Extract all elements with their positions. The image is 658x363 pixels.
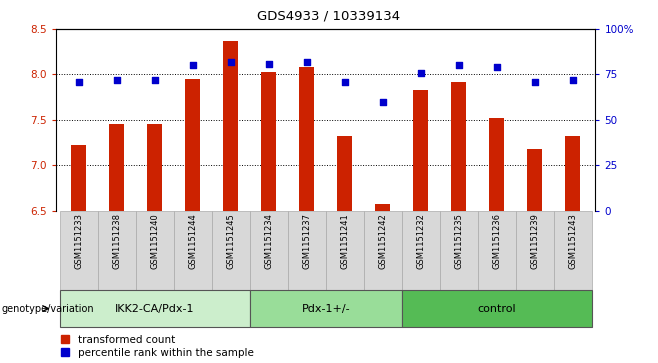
Text: IKK2-CA/Pdx-1: IKK2-CA/Pdx-1 xyxy=(115,303,195,314)
Point xyxy=(378,99,388,105)
Text: GSM1151232: GSM1151232 xyxy=(417,213,425,269)
Text: genotype/variation: genotype/variation xyxy=(1,303,94,314)
Text: GSM1151245: GSM1151245 xyxy=(226,213,235,269)
Text: control: control xyxy=(478,303,516,314)
Text: GSM1151241: GSM1151241 xyxy=(340,213,349,269)
Bar xyxy=(375,204,390,211)
FancyBboxPatch shape xyxy=(136,211,174,290)
Text: Pdx-1+/-: Pdx-1+/- xyxy=(301,303,350,314)
Point xyxy=(74,79,84,85)
Bar xyxy=(147,124,163,211)
Text: GSM1151239: GSM1151239 xyxy=(530,213,539,269)
Bar xyxy=(109,124,124,211)
FancyBboxPatch shape xyxy=(250,290,401,327)
Point xyxy=(340,79,350,85)
Text: GSM1151240: GSM1151240 xyxy=(150,213,159,269)
Point xyxy=(530,79,540,85)
FancyBboxPatch shape xyxy=(60,290,250,327)
Bar xyxy=(413,90,428,211)
Point xyxy=(111,77,122,83)
Text: GSM1151244: GSM1151244 xyxy=(188,213,197,269)
Text: GSM1151238: GSM1151238 xyxy=(113,213,121,269)
FancyBboxPatch shape xyxy=(364,211,401,290)
Point xyxy=(567,77,578,83)
Legend: transformed count, percentile rank within the sample: transformed count, percentile rank withi… xyxy=(61,335,254,358)
Text: GDS4933 / 10339134: GDS4933 / 10339134 xyxy=(257,9,401,22)
FancyBboxPatch shape xyxy=(553,211,592,290)
Text: GSM1151235: GSM1151235 xyxy=(454,213,463,269)
Bar xyxy=(261,72,276,211)
Bar xyxy=(337,136,352,211)
FancyBboxPatch shape xyxy=(478,211,516,290)
Text: GSM1151242: GSM1151242 xyxy=(378,213,387,269)
Bar xyxy=(299,67,315,211)
Bar xyxy=(489,118,504,211)
Bar xyxy=(527,149,542,211)
Point xyxy=(453,62,464,68)
FancyBboxPatch shape xyxy=(401,211,440,290)
FancyBboxPatch shape xyxy=(212,211,250,290)
Point xyxy=(188,62,198,68)
FancyBboxPatch shape xyxy=(250,211,288,290)
Text: GSM1151237: GSM1151237 xyxy=(302,213,311,269)
Point xyxy=(149,77,160,83)
FancyBboxPatch shape xyxy=(326,211,364,290)
Bar xyxy=(223,41,238,211)
FancyBboxPatch shape xyxy=(60,211,98,290)
Bar xyxy=(185,79,200,211)
Point xyxy=(301,59,312,65)
FancyBboxPatch shape xyxy=(440,211,478,290)
FancyBboxPatch shape xyxy=(401,290,592,327)
Bar xyxy=(565,136,580,211)
Bar xyxy=(451,82,467,211)
FancyBboxPatch shape xyxy=(516,211,553,290)
Text: GSM1151234: GSM1151234 xyxy=(265,213,273,269)
FancyBboxPatch shape xyxy=(288,211,326,290)
FancyBboxPatch shape xyxy=(174,211,212,290)
Point xyxy=(263,61,274,66)
Point xyxy=(226,59,236,65)
Bar xyxy=(71,145,86,211)
Text: GSM1151233: GSM1151233 xyxy=(74,213,83,269)
Text: GSM1151243: GSM1151243 xyxy=(569,213,577,269)
Point xyxy=(415,70,426,76)
Point xyxy=(492,64,502,70)
Text: GSM1151236: GSM1151236 xyxy=(492,213,501,269)
FancyBboxPatch shape xyxy=(98,211,136,290)
